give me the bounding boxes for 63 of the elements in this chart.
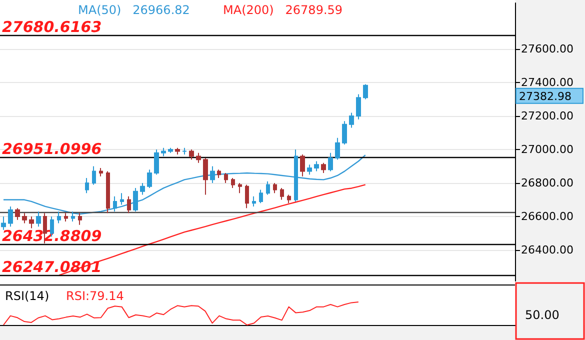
candlestick [300,154,305,177]
candlestick [127,196,131,214]
text: MA(200) 26789.59 [223,3,343,17]
candlestick [307,164,312,176]
y-tick-label: 27000.00 [521,143,574,156]
annotation: RSI:79.14 [66,289,124,303]
candlestick [259,189,263,204]
candlestick [328,152,333,172]
candlestick [335,137,340,160]
candlestick [106,170,110,214]
candlestick [175,147,180,156]
candlestick [273,182,277,194]
candlestick [280,188,284,200]
candlestick [168,147,173,154]
candlestick [113,196,117,212]
candlestick [92,166,96,186]
candlestick [363,84,368,100]
candlestick [314,160,319,172]
candlestick [189,149,194,160]
y-tick-label: 26400.00 [521,244,574,257]
candlestick [196,152,201,164]
candlestick [210,166,215,184]
candlestick [238,182,242,194]
candlestick [8,206,13,228]
candlestick [140,182,145,196]
y-tick-label: 27200.00 [521,110,574,123]
candlestick [29,216,34,229]
y-tick-label: 26800.00 [521,176,574,190]
candlestick [120,192,124,206]
text: 50.00 [525,308,560,322]
candlestick [64,212,68,222]
candlestick [147,169,152,189]
text: MA(50) 26966.82 [78,3,190,17]
candlestick [22,212,27,224]
candlestick [321,162,326,174]
y-tick-label: 26600.00 [521,210,574,224]
candlestick [99,167,103,177]
candlestick [349,112,354,128]
candlestick [203,157,208,196]
y-tick-label: 27600.00 [521,42,574,56]
candlestick [342,120,347,146]
candlestick [245,184,249,209]
candlestick [15,208,20,220]
candlestick [224,172,228,184]
candlestick [252,196,256,207]
candlestick [231,178,235,189]
candlestick [154,149,159,176]
candlestick [182,147,187,156]
candlestick [161,147,166,157]
candlestick [356,94,361,120]
candlestick [1,216,6,230]
candlestick [85,178,89,194]
candlestick [36,211,41,228]
candlestick [217,169,221,179]
ref-line-label: 27680.6163 [2,18,102,36]
chart-title: RSI(14) [5,289,50,303]
text: 27382.98 [519,90,572,103]
y-tick-label: 27400.00 [521,76,574,90]
candlestick [287,194,291,204]
candlestick [133,188,138,212]
candlestick [266,180,270,196]
ref-line-label: 26951.0996 [2,140,102,158]
candlestick [78,212,82,226]
